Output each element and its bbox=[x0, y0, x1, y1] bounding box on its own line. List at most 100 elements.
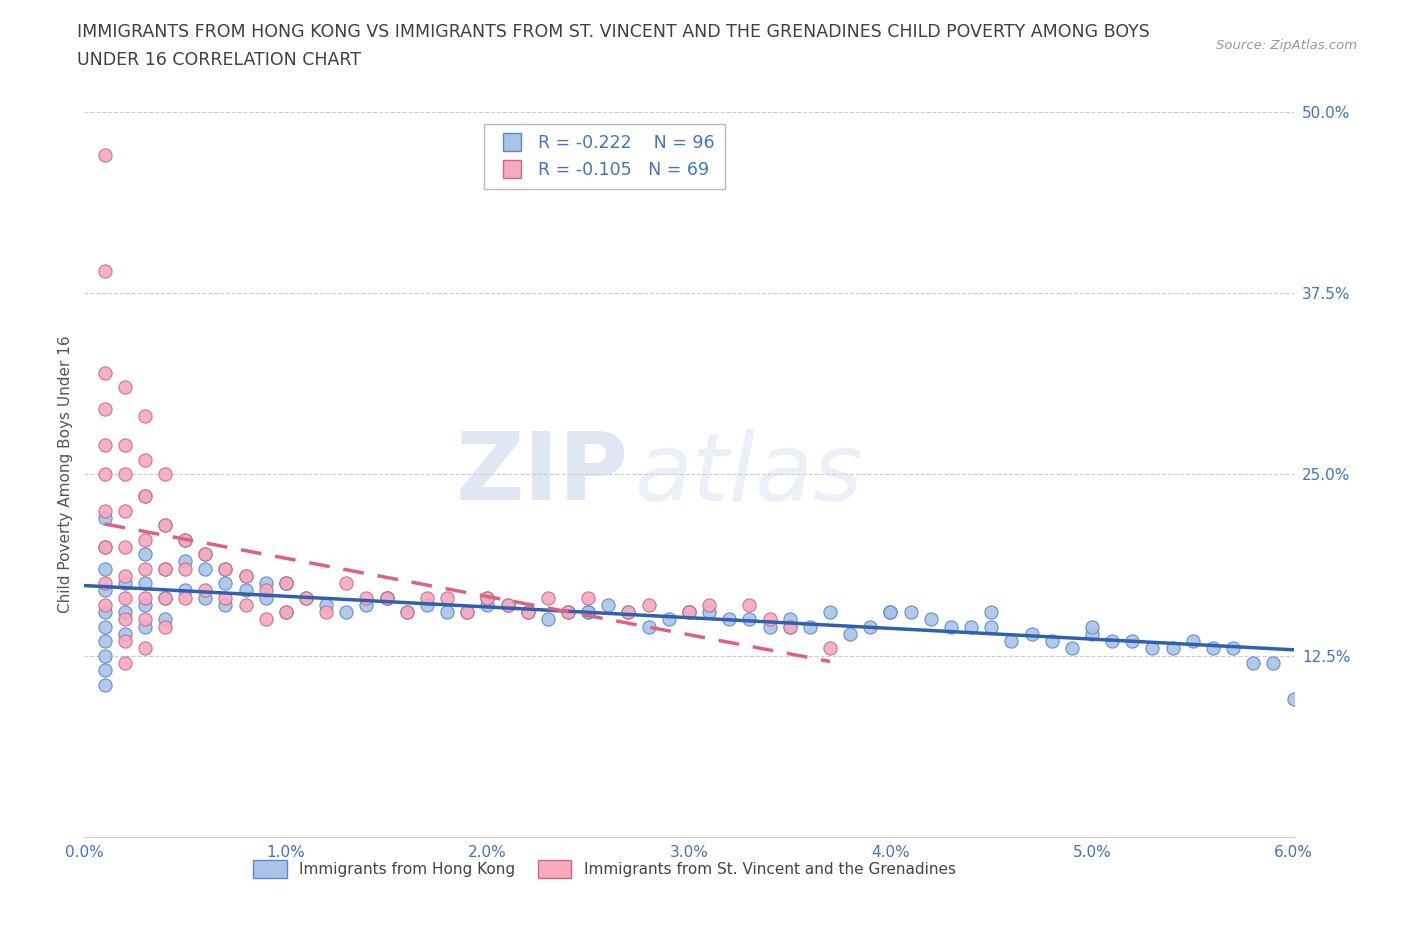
Point bbox=[114, 604, 136, 619]
Point bbox=[134, 612, 156, 627]
Point bbox=[598, 597, 620, 612]
Point bbox=[93, 677, 115, 692]
Point bbox=[1081, 627, 1104, 642]
Point bbox=[274, 604, 297, 619]
Point bbox=[576, 604, 599, 619]
Point bbox=[496, 597, 519, 612]
Point bbox=[375, 591, 398, 605]
Point bbox=[758, 619, 780, 634]
Point bbox=[93, 633, 115, 648]
Point bbox=[375, 591, 398, 605]
Point bbox=[939, 619, 962, 634]
Legend: Immigrants from Hong Kong, Immigrants from St. Vincent and the Grenadines: Immigrants from Hong Kong, Immigrants fr… bbox=[247, 854, 962, 883]
Point bbox=[134, 452, 156, 467]
Point bbox=[153, 467, 176, 482]
Point bbox=[1081, 619, 1104, 634]
Point bbox=[134, 597, 156, 612]
Point bbox=[477, 591, 499, 605]
Point bbox=[153, 561, 176, 576]
Point bbox=[134, 532, 156, 547]
Point bbox=[254, 591, 277, 605]
Point bbox=[516, 604, 538, 619]
Point bbox=[114, 612, 136, 627]
Point bbox=[153, 591, 176, 605]
Point bbox=[1161, 641, 1184, 656]
Point bbox=[576, 604, 599, 619]
Point bbox=[738, 612, 761, 627]
Text: Source: ZipAtlas.com: Source: ZipAtlas.com bbox=[1216, 39, 1357, 52]
Point bbox=[214, 561, 236, 576]
Point bbox=[678, 604, 700, 619]
Point bbox=[900, 604, 922, 619]
Point bbox=[274, 604, 297, 619]
Point bbox=[174, 561, 197, 576]
Point bbox=[537, 591, 560, 605]
Point bbox=[576, 591, 599, 605]
Point bbox=[456, 604, 478, 619]
Point bbox=[1000, 633, 1022, 648]
Point bbox=[93, 604, 115, 619]
Point bbox=[174, 532, 197, 547]
Point bbox=[980, 604, 1002, 619]
Point bbox=[678, 604, 700, 619]
Point bbox=[335, 576, 357, 591]
Point bbox=[93, 402, 115, 417]
Point bbox=[93, 619, 115, 634]
Point bbox=[799, 619, 821, 634]
Point bbox=[395, 604, 418, 619]
Point bbox=[254, 576, 277, 591]
Point bbox=[335, 604, 357, 619]
Point bbox=[153, 619, 176, 634]
Point bbox=[557, 604, 579, 619]
Point bbox=[1021, 627, 1043, 642]
Point bbox=[1202, 641, 1225, 656]
Point bbox=[879, 604, 901, 619]
Point bbox=[174, 591, 197, 605]
Point bbox=[1040, 633, 1063, 648]
Point bbox=[134, 409, 156, 424]
Point bbox=[134, 488, 156, 503]
Point bbox=[93, 503, 115, 518]
Point bbox=[1263, 656, 1285, 671]
Point bbox=[1181, 633, 1204, 648]
Point bbox=[356, 591, 378, 605]
Point bbox=[617, 604, 640, 619]
Point bbox=[93, 539, 115, 554]
Point bbox=[153, 518, 176, 533]
Point bbox=[779, 612, 801, 627]
Point bbox=[134, 488, 156, 503]
Point bbox=[477, 597, 499, 612]
Point bbox=[194, 547, 217, 562]
Point bbox=[436, 604, 458, 619]
Point bbox=[697, 597, 720, 612]
Point bbox=[174, 554, 197, 569]
Point bbox=[114, 656, 136, 671]
Point bbox=[194, 561, 217, 576]
Point bbox=[637, 597, 659, 612]
Point bbox=[194, 547, 217, 562]
Point bbox=[93, 264, 115, 279]
Point bbox=[658, 612, 681, 627]
Point bbox=[114, 633, 136, 648]
Point bbox=[114, 467, 136, 482]
Point bbox=[114, 379, 136, 394]
Point bbox=[114, 627, 136, 642]
Point bbox=[93, 467, 115, 482]
Point bbox=[859, 619, 882, 634]
Point bbox=[235, 583, 257, 598]
Point bbox=[93, 648, 115, 663]
Point bbox=[134, 576, 156, 591]
Point bbox=[779, 619, 801, 634]
Point bbox=[516, 604, 538, 619]
Point bbox=[235, 568, 257, 583]
Point bbox=[274, 576, 297, 591]
Point bbox=[920, 612, 942, 627]
Point bbox=[174, 532, 197, 547]
Point bbox=[779, 619, 801, 634]
Point bbox=[134, 641, 156, 656]
Point bbox=[194, 583, 217, 598]
Point bbox=[436, 591, 458, 605]
Point bbox=[114, 591, 136, 605]
Text: IMMIGRANTS FROM HONG KONG VS IMMIGRANTS FROM ST. VINCENT AND THE GRENADINES CHIL: IMMIGRANTS FROM HONG KONG VS IMMIGRANTS … bbox=[77, 23, 1150, 41]
Point bbox=[93, 511, 115, 525]
